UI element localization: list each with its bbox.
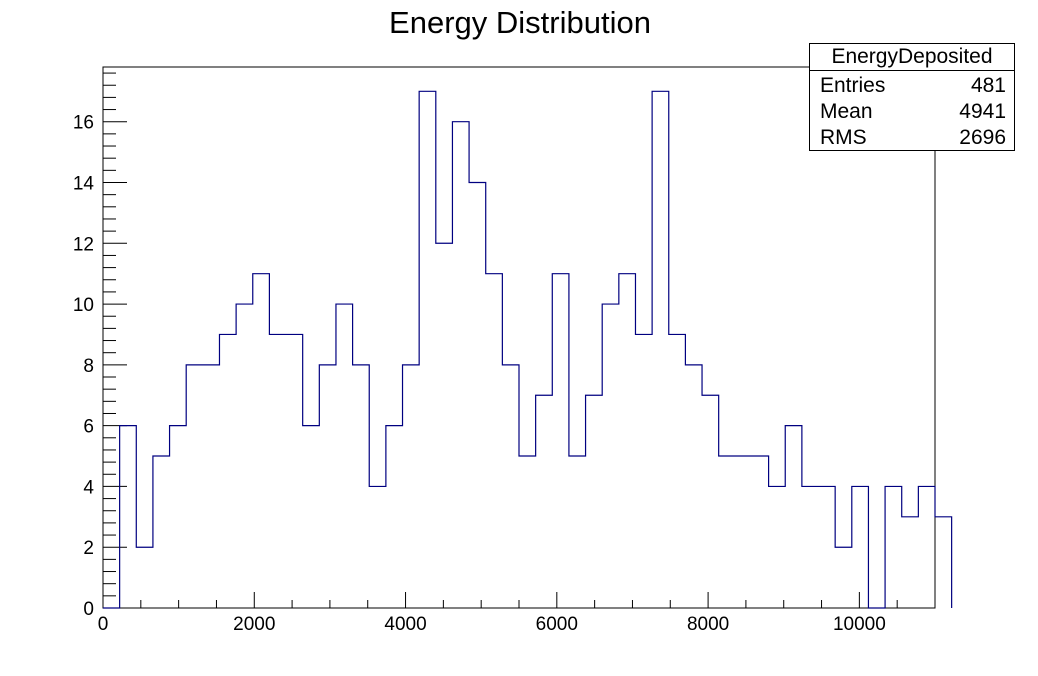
- stats-value: 2696: [959, 126, 1006, 149]
- y-tick-label: 16: [73, 113, 94, 134]
- stats-row-entries: Entries 481: [820, 73, 1006, 99]
- y-tick-label: 10: [73, 295, 94, 316]
- histogram-series: [103, 90, 953, 609]
- stats-label: RMS: [820, 126, 867, 149]
- x-tick-label: 6000: [536, 614, 578, 635]
- stats-value: 481: [970, 74, 1006, 97]
- y-tick-label: 0: [83, 599, 94, 620]
- x-tick-label: 0: [98, 614, 109, 635]
- y-tick-label: 14: [73, 173, 95, 194]
- x-tick-label: 2000: [233, 614, 275, 635]
- y-tick-label: 8: [83, 356, 94, 377]
- axes: 0 2 4 6 8 10 12 14 16 0 2000 4000 6000 8000 10000: [73, 72, 936, 635]
- y-tick-label: 12: [73, 234, 94, 255]
- stats-row-rms: RMS 2696: [820, 125, 1006, 151]
- stats-label: Mean: [820, 100, 873, 123]
- stats-row-mean: Mean 4941: [820, 99, 1006, 125]
- x-tick-label: 10000: [833, 614, 886, 635]
- stats-box: EnergyDeposited Entries 481 Mean 4941 RM…: [809, 43, 1015, 151]
- x-tick-label: 8000: [687, 614, 729, 635]
- chart-title: Energy Distribution: [389, 5, 651, 40]
- stats-value: 4941: [959, 100, 1006, 123]
- y-tick-label: 2: [83, 538, 94, 559]
- x-tick-label: 4000: [384, 614, 426, 635]
- stats-label: Entries: [820, 74, 886, 97]
- stats-title: EnergyDeposited: [810, 44, 1014, 71]
- y-tick-label: 4: [83, 477, 94, 498]
- y-tick-label: 6: [83, 417, 94, 438]
